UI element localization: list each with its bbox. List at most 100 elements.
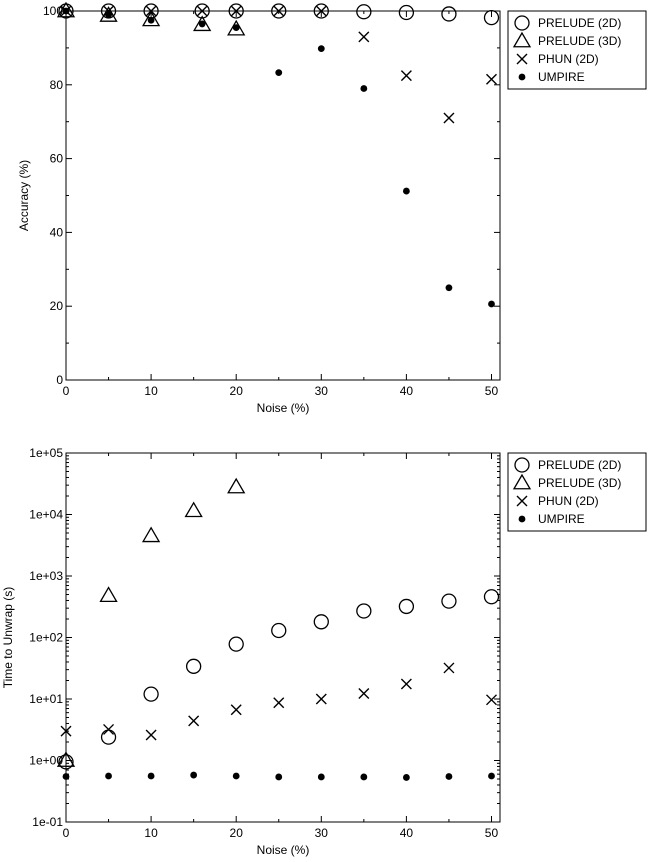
data-point (356, 603, 372, 619)
y-axis-title: Accuracy (%) (17, 160, 31, 231)
legend-marker (516, 53, 528, 65)
data-point (58, 754, 74, 770)
data-point (485, 73, 497, 85)
data-point (273, 697, 285, 709)
data-point (141, 526, 161, 543)
data-point (271, 622, 287, 639)
data-point (483, 9, 500, 26)
y-tick-label: 40 (50, 225, 64, 239)
y-tick-label: 1e-01 (32, 815, 63, 829)
data-point (193, 15, 212, 32)
data-point (62, 773, 70, 780)
series-dot (62, 771, 495, 781)
legend-label: PRELUDE (2D) (538, 16, 621, 30)
data-point (445, 284, 453, 292)
data-point (485, 694, 497, 706)
data-point (441, 593, 457, 609)
data-point (358, 31, 370, 43)
x-tick-label: 50 (485, 384, 499, 398)
series-triangle (56, 1, 246, 36)
legend-marker (514, 15, 530, 31)
data-point (230, 5, 242, 17)
legend-marker (518, 515, 526, 523)
data-point (400, 678, 412, 690)
series-dot (62, 7, 495, 308)
x-tick-label: 10 (144, 384, 158, 398)
data-point (185, 658, 202, 674)
data-point (62, 7, 70, 15)
x-tick-label: 40 (400, 826, 414, 840)
data-point (143, 686, 159, 702)
data-point (100, 729, 117, 745)
data-point (141, 10, 161, 27)
data-point (443, 112, 455, 124)
legend: PRELUDE (2D) PRELUDE (3D) PHUN (2D) UMPIRE (507, 10, 647, 90)
legend-marker (512, 473, 532, 490)
data-point (398, 598, 415, 615)
data-point (227, 477, 246, 494)
legend-label: PHUN (2D) (538, 52, 599, 66)
data-point (145, 5, 157, 17)
y-tick-label: 80 (50, 78, 64, 92)
data-point (105, 11, 112, 19)
data-point (313, 614, 329, 630)
x-tick-label: 20 (230, 826, 244, 840)
y-tick-label: 1e+02 (29, 631, 63, 645)
data-point (145, 729, 157, 741)
x-tick-label: 0 (63, 384, 70, 398)
data-point (402, 187, 410, 195)
data-point (60, 725, 72, 737)
data-point (441, 6, 457, 22)
data-point (99, 586, 118, 603)
data-point (315, 693, 327, 705)
data-point (56, 1, 76, 18)
x-tick-label: 20 (230, 384, 244, 398)
data-point (313, 3, 329, 19)
data-point (275, 773, 283, 781)
series-x (60, 662, 497, 741)
legend-label: PRELUDE (3D) (538, 34, 621, 48)
data-point (315, 5, 327, 17)
legend-label: UMPIRE (538, 70, 585, 84)
y-tick-label: 1e+04 (29, 508, 63, 522)
x-axis-title: Noise (%) (257, 843, 310, 857)
data-point (275, 69, 283, 77)
data-point (445, 773, 453, 780)
legend-label: UMPIRE (538, 512, 585, 526)
x-tick-label: 0 (63, 826, 70, 840)
y-tick-label: 1e+00 (29, 754, 63, 768)
data-point (147, 772, 155, 780)
y-tick-label: 60 (50, 152, 64, 166)
data-point (317, 773, 325, 781)
y-tick-label: 100 (43, 4, 63, 18)
data-point (483, 589, 500, 605)
data-point (360, 773, 368, 781)
legend: PRELUDE (2D) PRELUDE (3D) PHUN (2D) UMPIRE (507, 452, 647, 532)
data-point (56, 751, 76, 767)
data-point (232, 772, 240, 780)
legend-marker (516, 495, 528, 507)
x-tick-label: 40 (400, 384, 414, 398)
data-point (317, 45, 325, 53)
data-point (488, 300, 495, 308)
x-tick-label: 30 (315, 384, 329, 398)
x-tick-label: 10 (144, 826, 158, 840)
data-point (196, 5, 208, 17)
data-point (103, 723, 115, 735)
data-point (194, 3, 210, 19)
x-tick-label: 50 (485, 826, 499, 840)
x-tick-label: 30 (315, 826, 329, 840)
y-tick-label: 0 (56, 373, 63, 387)
legend-label: PHUN (2D) (538, 494, 599, 508)
data-point (147, 16, 155, 24)
data-point (356, 4, 372, 20)
data-point (358, 687, 370, 699)
series-circle (58, 589, 500, 770)
data-point (400, 70, 412, 82)
legend-marker (518, 73, 526, 81)
data-point (228, 636, 244, 652)
legend-marker (514, 457, 530, 473)
time-to-unwrap-chart: 0 10 20 30 40 50 1e-01 1e+00 1e+01 1e+02 1e+03 1e+0… (1, 446, 647, 857)
data-point (232, 24, 240, 32)
y-tick-label: 1e+03 (29, 569, 63, 583)
